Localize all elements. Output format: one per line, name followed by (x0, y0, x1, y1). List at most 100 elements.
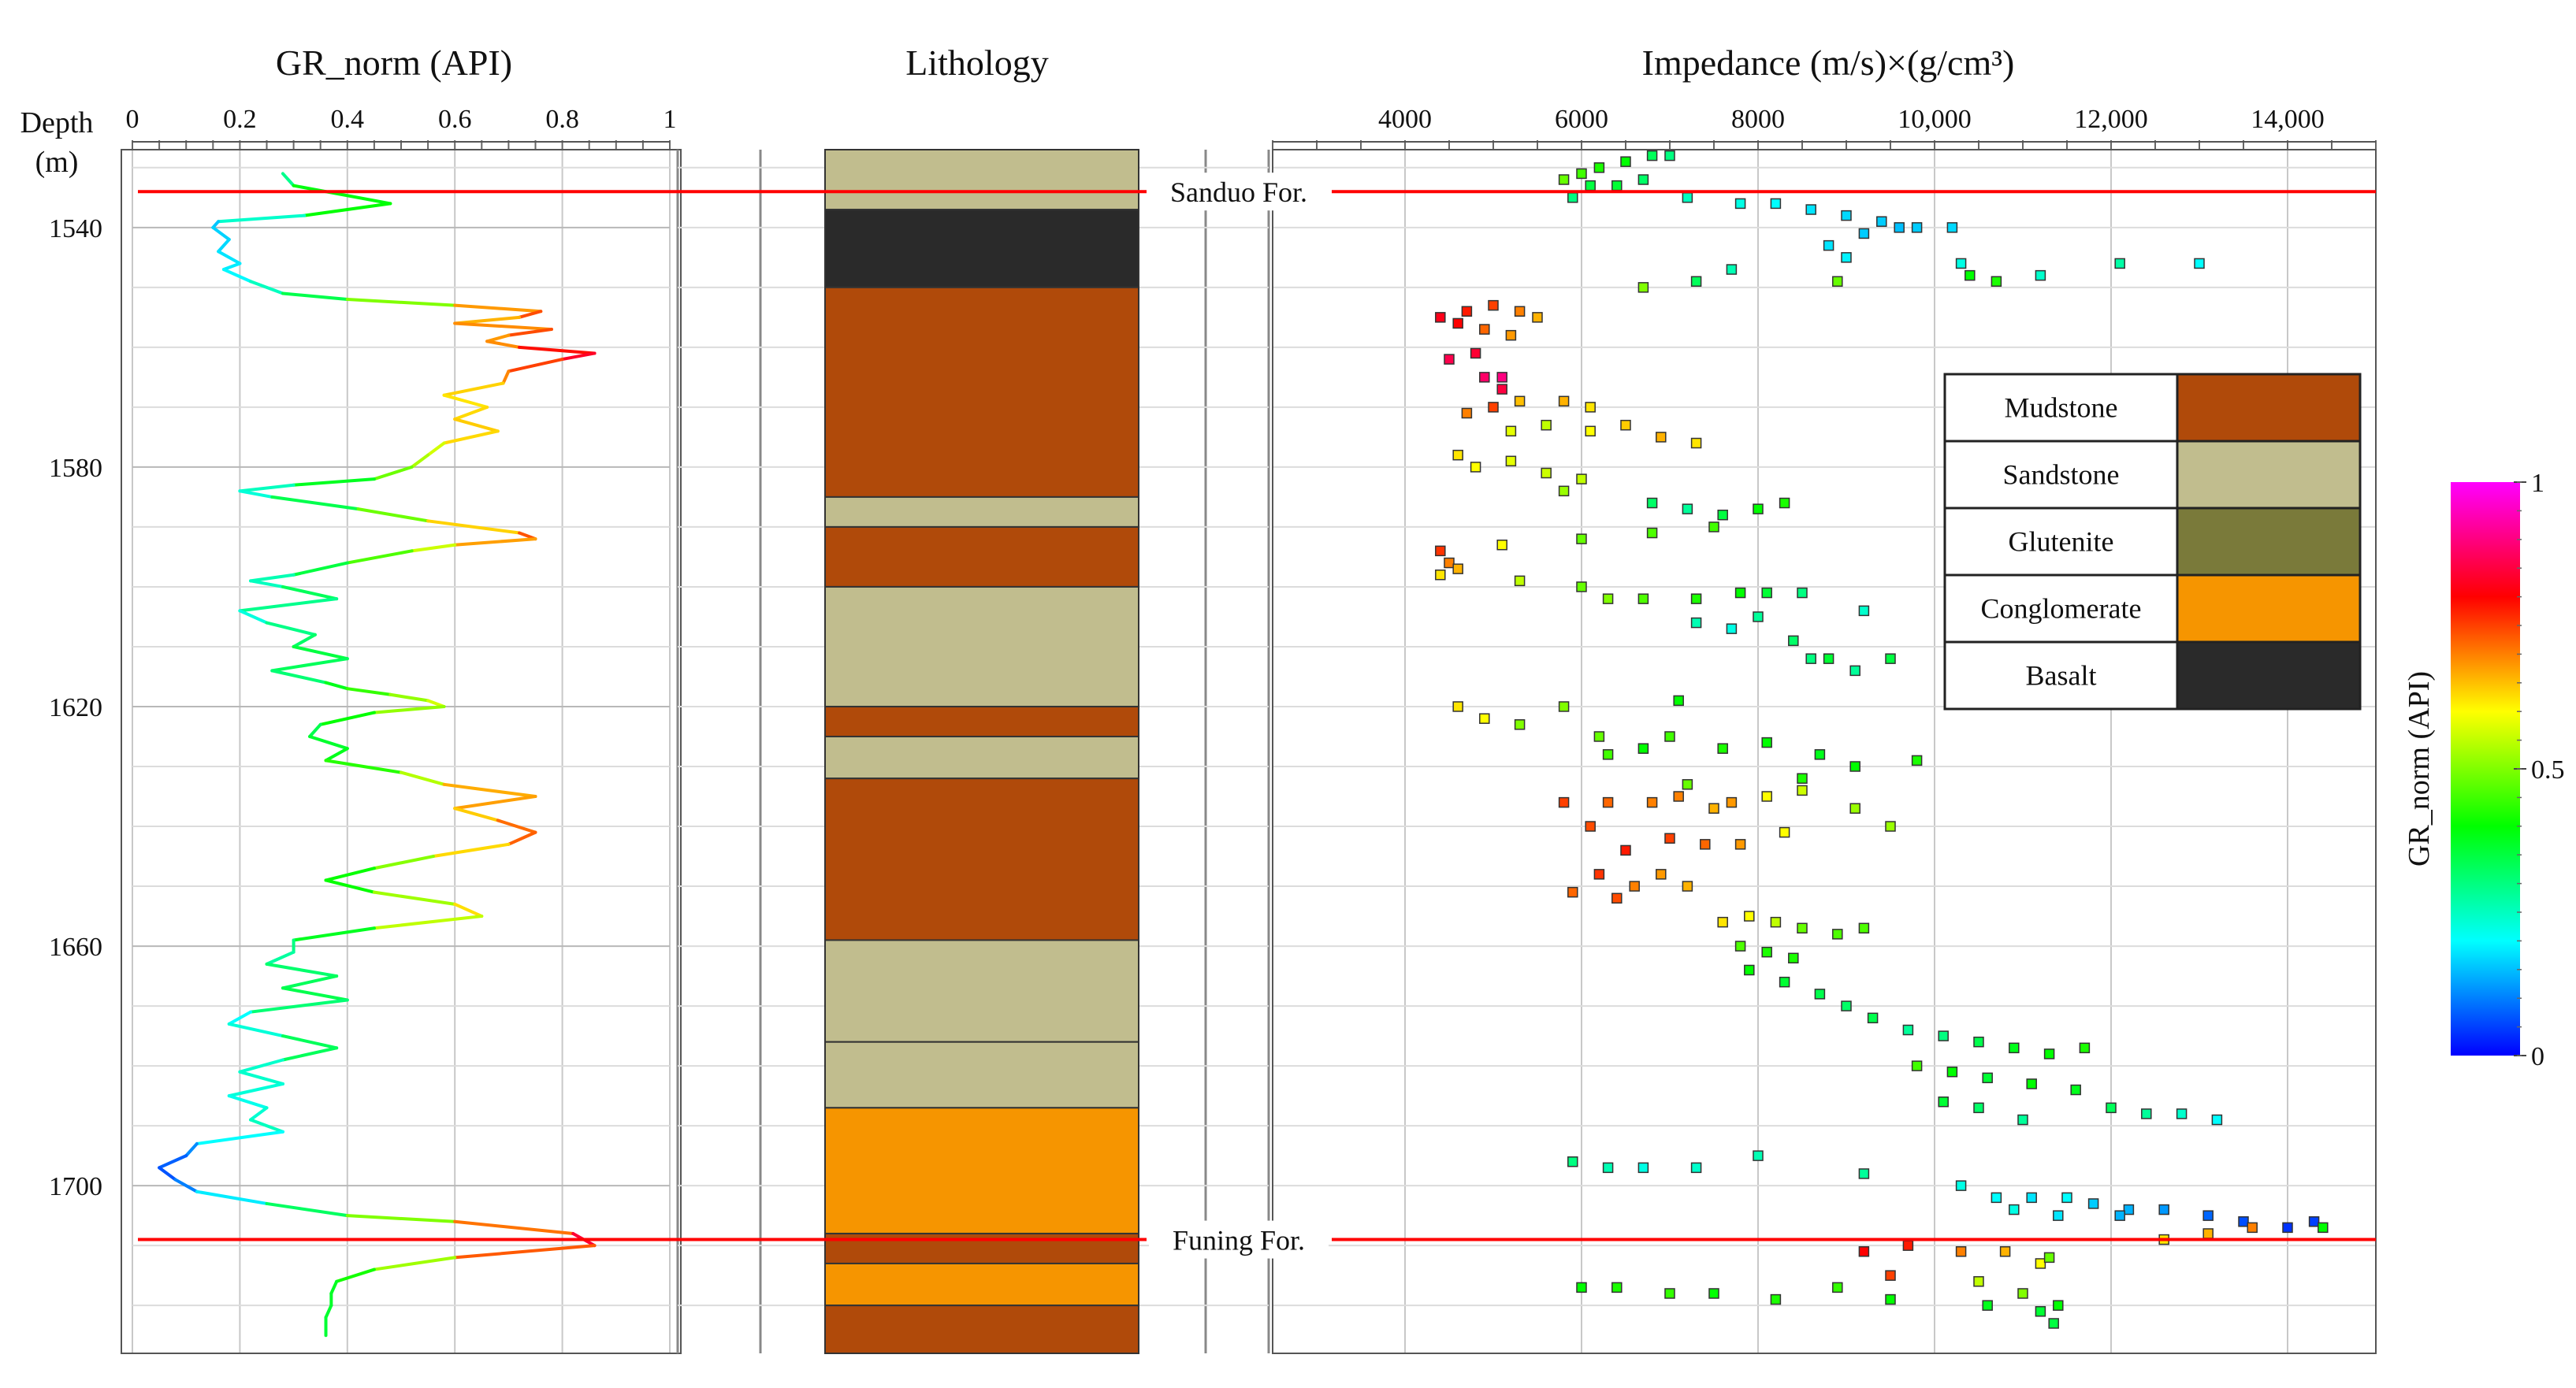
impedance-point (1602, 749, 1614, 760)
impedance-point (1902, 1240, 1914, 1251)
impedance-point (1885, 653, 1896, 664)
impedance-point (1734, 941, 1746, 952)
impedance-point (1514, 395, 1526, 407)
impedance-point (2194, 258, 2205, 269)
impedance-point (1496, 372, 1507, 383)
impedance-point (1514, 575, 1526, 587)
gr-curve-segment (217, 250, 242, 265)
gr-curve-segment (238, 483, 296, 493)
gr-curve-segment (426, 441, 446, 457)
impedance-point (1876, 216, 1887, 227)
gr-curve-segment (453, 1244, 597, 1260)
impedance-point (1682, 503, 1693, 514)
gr-curve-segment (453, 418, 500, 433)
gr-curve-segment (329, 1279, 339, 1295)
impedance-point (1690, 617, 1702, 629)
impedance-point (1753, 503, 1764, 514)
impedance-grid (1272, 140, 2377, 1353)
gr-curve-segment (324, 759, 403, 774)
gr-curve-segment (173, 1178, 199, 1193)
impedance-point (1991, 1192, 2002, 1204)
gr-curve-segment (249, 1106, 269, 1122)
legend-label-cell (1943, 573, 2179, 644)
impedance-point (1637, 593, 1649, 604)
impedance-point (1682, 779, 1693, 790)
impedance-point (1761, 946, 1772, 958)
lithology-track-title: Lithology (905, 43, 1048, 83)
impedance-point (1629, 881, 1640, 892)
impedance-point (1514, 306, 1526, 317)
impedance-point (2318, 1222, 2329, 1234)
gr-curve-segment (507, 358, 564, 373)
gr-curve-segment (335, 1267, 376, 1283)
impedance-point (1646, 527, 1658, 539)
impedance-point (1452, 701, 1463, 712)
impedance-point (1576, 1282, 1587, 1293)
gr-curve-segment (324, 681, 349, 691)
impedance-point (1435, 545, 1446, 557)
gr-x-tick-label: 0.6 (438, 105, 472, 134)
impedance-point (1841, 252, 1852, 263)
impedance-x-tick-label: 6000 (1555, 105, 1608, 134)
impedance-point (1656, 432, 1667, 443)
gr-curve-segment (442, 393, 489, 409)
impedance-point (1938, 1096, 1949, 1108)
impedance-point (1955, 1246, 1967, 1257)
impedance-point (1788, 635, 1799, 647)
lithology-interval (824, 1262, 1139, 1307)
impedance-point (2009, 1204, 2020, 1215)
impedance-point (1911, 1060, 1923, 1071)
gr-curve-segment (292, 184, 392, 206)
impedance-point (1858, 1168, 1870, 1179)
gr-curve-segment (345, 298, 457, 307)
impedance-point (1753, 611, 1764, 622)
impedance-point (1734, 587, 1746, 599)
legend-label: Sandstone (2003, 459, 2120, 491)
lithology-legend: Mudstone Sandstone Glutenite Conglomerate Ba… (1943, 373, 2362, 711)
impedance-point (1761, 791, 1772, 802)
colorbar-tick-label: 1 (2531, 469, 2544, 498)
legend-swatch (2176, 640, 2362, 711)
lithology-interval (824, 1107, 1139, 1234)
gr-curve-segment (281, 585, 339, 601)
gr-curve-segment (485, 333, 511, 343)
impedance-point (2079, 1042, 2091, 1054)
impedance-point (1514, 719, 1526, 730)
legend-label-cell (1943, 640, 2179, 711)
gr-curve-segment (265, 962, 339, 978)
gr-curve-segment (249, 1118, 284, 1134)
impedance-point (2158, 1204, 2169, 1215)
impedance-point (1885, 1293, 1896, 1305)
gr-curve-segment (518, 345, 597, 355)
impedance-point (2035, 269, 2046, 281)
impedance-point (2017, 1288, 2028, 1299)
impedance-point (1505, 329, 1517, 341)
lithology-interval (824, 1304, 1139, 1355)
impedance-point (1656, 869, 1667, 880)
impedance-point (2202, 1228, 2214, 1239)
impedance-point (1770, 1293, 1782, 1305)
gr-curve-segment (372, 1256, 457, 1271)
impedance-point (1797, 773, 1808, 784)
gr-curve-segment (184, 1141, 199, 1158)
lithology-interval (824, 525, 1139, 588)
impedance-point (2061, 1192, 2072, 1204)
impedance-point (1761, 587, 1772, 599)
impedance-point (1611, 893, 1623, 904)
gr-curve-segment (227, 1094, 269, 1110)
gr-curve-segment (249, 998, 349, 1014)
gr-curve-segment (265, 950, 296, 966)
gr-curve-segment (453, 405, 489, 421)
gr-curve-segment (308, 722, 322, 738)
impedance-point (1611, 1282, 1623, 1293)
gr-curve-segment (238, 1070, 284, 1086)
impedance-point (1938, 1030, 1949, 1041)
depth-tick-label: 1620 (49, 693, 102, 722)
impedance-point (1885, 821, 1896, 832)
impedance-point (1779, 826, 1790, 838)
impedance-point (1585, 821, 1596, 832)
gr-curve-segment (238, 1058, 284, 1074)
gr-curve-segment (560, 351, 597, 362)
legend-swatch (2176, 507, 2362, 577)
